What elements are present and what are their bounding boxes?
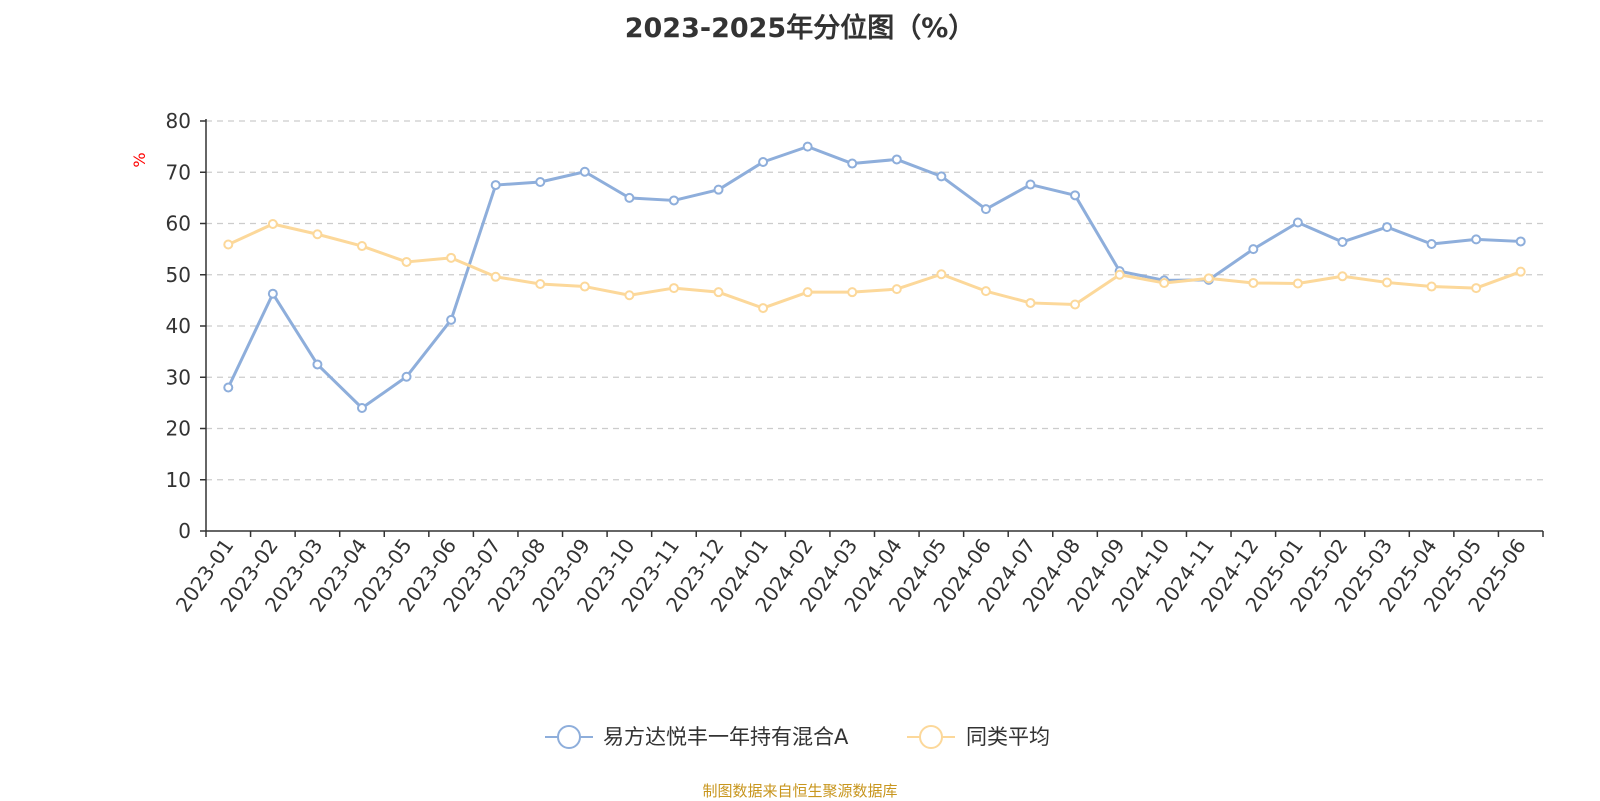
y-tick-label: 30: [166, 365, 191, 389]
data-point[interactable]: [579, 281, 590, 292]
data-point[interactable]: [356, 403, 367, 413]
legend-label: 易方达悦丰一年持有混合A: [603, 725, 849, 749]
data-point[interactable]: [535, 278, 546, 289]
legend-label: 同类平均: [966, 725, 1050, 749]
data-point[interactable]: [1382, 222, 1393, 233]
data-point[interactable]: [891, 284, 902, 295]
grid-lines: [206, 120, 1543, 481]
data-point[interactable]: [1337, 236, 1348, 247]
data-point[interactable]: [758, 157, 769, 167]
data-point[interactable]: [312, 229, 323, 240]
series-1: [223, 141, 1526, 413]
data-point[interactable]: [624, 192, 635, 203]
data-point[interactable]: [1471, 283, 1482, 294]
legend-marker-icon: [919, 725, 943, 749]
data-point[interactable]: [758, 303, 769, 314]
data-point[interactable]: [1515, 266, 1526, 277]
data-point[interactable]: [1159, 277, 1170, 288]
data-point[interactable]: [1203, 273, 1214, 284]
data-point[interactable]: [267, 288, 278, 299]
source-note: 制图数据来自恒生聚源数据库: [702, 782, 898, 800]
legend-marker-icon: [557, 725, 581, 749]
data-point[interactable]: [713, 184, 724, 195]
series-2: [223, 219, 1526, 314]
y-tick-label: 20: [166, 417, 191, 441]
data-point[interactable]: [1515, 236, 1526, 247]
data-point[interactable]: [802, 141, 813, 152]
data-point[interactable]: [490, 271, 501, 282]
data-point[interactable]: [1292, 217, 1303, 228]
data-point[interactable]: [668, 283, 679, 294]
legend-item-2[interactable]: 同类平均: [907, 725, 1050, 749]
data-point[interactable]: [891, 154, 902, 165]
legend: 易方达悦丰一年持有混合A 同类平均: [545, 725, 1050, 749]
data-point[interactable]: [668, 195, 679, 206]
y-tick-label: 40: [166, 314, 191, 338]
data-point[interactable]: [1025, 297, 1036, 308]
data-point[interactable]: [446, 314, 457, 325]
data-point[interactable]: [223, 239, 234, 250]
data-point[interactable]: [936, 269, 947, 280]
y-tick-label: 70: [166, 160, 191, 184]
data-point[interactable]: [446, 252, 457, 263]
y-tick-label: 0: [178, 519, 191, 543]
y-tick-label: 60: [166, 212, 191, 236]
data-point[interactable]: [490, 180, 501, 191]
data-point[interactable]: [401, 256, 412, 267]
data-point[interactable]: [1114, 269, 1125, 280]
data-point[interactable]: [847, 158, 858, 169]
data-point[interactable]: [1426, 239, 1437, 249]
data-point[interactable]: [802, 287, 813, 298]
data-point[interactable]: [1382, 277, 1393, 288]
data-point[interactable]: [1426, 281, 1437, 292]
data-point[interactable]: [1471, 234, 1482, 245]
data-point[interactable]: [1025, 179, 1036, 190]
data-point[interactable]: [980, 286, 991, 297]
series-line: [227, 222, 1522, 310]
data-point[interactable]: [267, 219, 278, 230]
data-point[interactable]: [1070, 190, 1081, 201]
data-point[interactable]: [1070, 299, 1081, 310]
data-point[interactable]: [1248, 277, 1259, 288]
data-point[interactable]: [579, 166, 590, 177]
legend-item-1[interactable]: 易方达悦丰一年持有混合A: [545, 725, 849, 749]
series-layer: [223, 141, 1526, 413]
data-point[interactable]: [1337, 271, 1348, 282]
data-point[interactable]: [312, 359, 323, 370]
series-line: [226, 145, 1521, 410]
data-point[interactable]: [356, 241, 367, 252]
data-point[interactable]: [980, 204, 991, 215]
data-point[interactable]: [936, 171, 947, 182]
data-point[interactable]: [847, 287, 858, 298]
y-tick-label: 80: [166, 109, 191, 133]
data-point[interactable]: [1292, 278, 1303, 289]
data-point[interactable]: [401, 371, 412, 382]
data-point[interactable]: [535, 176, 546, 187]
y-tick-label: 50: [166, 263, 191, 287]
data-point[interactable]: [223, 382, 234, 393]
chart-title: 2023-2025年分位图（%）: [624, 13, 976, 44]
data-point[interactable]: [713, 287, 724, 298]
data-point[interactable]: [1248, 244, 1259, 255]
y-axis-unit-label: %: [130, 152, 149, 167]
y-tick-label: 10: [166, 468, 191, 492]
data-point[interactable]: [624, 290, 635, 301]
axes: 010203040506070802023-012023-022023-0320…: [166, 109, 1544, 616]
